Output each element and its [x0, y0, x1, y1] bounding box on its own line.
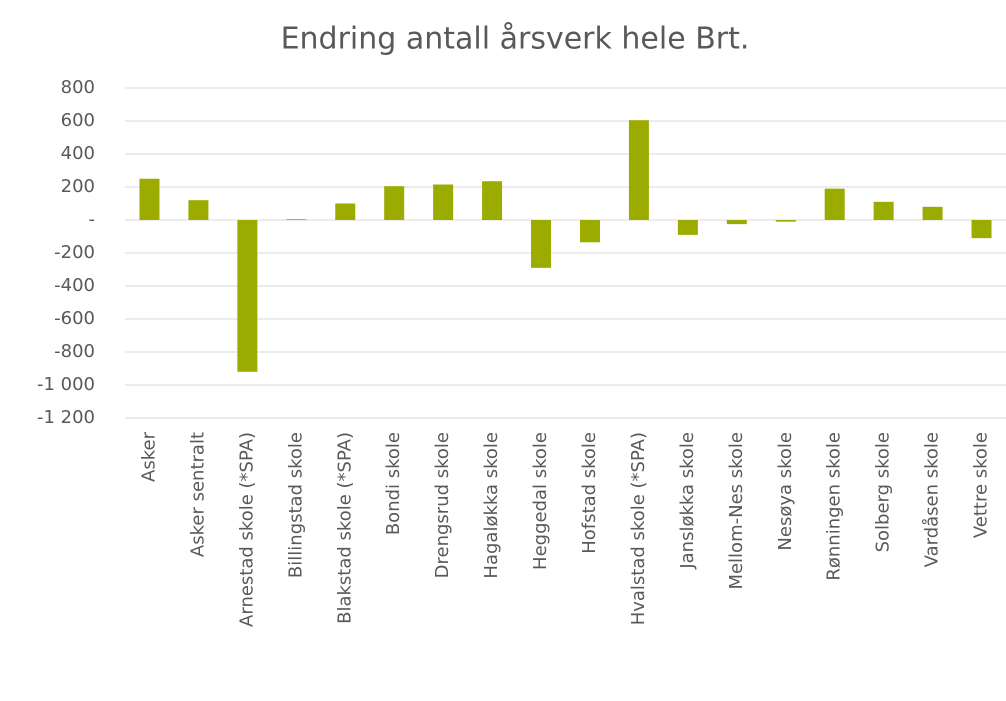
y-tick-label: -800 — [54, 341, 95, 362]
x-tick-label: Asker — [138, 431, 159, 482]
x-tick-label: Hagaløkka skole — [481, 432, 502, 579]
x-tick-label: Arnestad skole (*SPA) — [236, 432, 257, 627]
bar — [335, 203, 356, 220]
x-tick-label: Blakstad skole (*SPA) — [334, 432, 355, 624]
bar — [628, 120, 649, 220]
x-tick-label: Bondi skole — [383, 432, 404, 535]
y-tick-label: 800 — [61, 77, 95, 98]
x-tick-label: Solberg skole — [873, 432, 894, 552]
bar — [775, 220, 796, 222]
bar — [726, 220, 747, 225]
x-tick-label: Rønningen skole — [824, 432, 845, 581]
y-tick-label: -1 000 — [37, 374, 95, 395]
y-tick-label: 600 — [61, 110, 95, 131]
bar — [433, 184, 454, 220]
bar — [531, 220, 552, 268]
bar — [237, 220, 258, 372]
x-tick-label: Billingstad skole — [285, 432, 306, 578]
x-tick-label: Heggedal skole — [530, 432, 551, 570]
bar — [482, 181, 503, 220]
y-tick-label: -600 — [54, 308, 95, 329]
y-tick-label: - — [89, 209, 96, 230]
bar — [384, 186, 405, 220]
x-tick-label: Mellom-Nes skole — [726, 432, 747, 590]
y-tick-label: -400 — [54, 275, 95, 296]
bar — [579, 220, 600, 243]
bar — [824, 188, 845, 220]
x-tick-label: Asker sentralt — [187, 432, 208, 557]
chart-title: Endring antall årsverk hele Brt. — [281, 22, 750, 57]
x-tick-label: Vettre skole — [971, 432, 992, 538]
bar — [188, 200, 209, 220]
bar — [971, 220, 992, 239]
y-tick-label: -200 — [54, 242, 95, 263]
x-tick-label: Hvalstad skole (*SPA) — [628, 432, 649, 625]
x-tick-label: Jansløkka skole — [677, 432, 698, 570]
x-tick-label: Vardåsen skole — [922, 432, 943, 567]
bar — [922, 206, 943, 220]
y-tick-label: 200 — [61, 176, 95, 197]
y-tick-label: 400 — [61, 143, 95, 164]
bar — [677, 220, 698, 235]
y-tick-label: -1 200 — [37, 407, 95, 428]
x-tick-label: Nesøya skole — [775, 432, 796, 551]
bar — [286, 219, 307, 220]
x-tick-label: Hofstad skole — [579, 432, 600, 554]
x-tick-label: Drengsrud skole — [432, 432, 453, 578]
bar — [139, 178, 160, 220]
bar — [873, 201, 894, 220]
